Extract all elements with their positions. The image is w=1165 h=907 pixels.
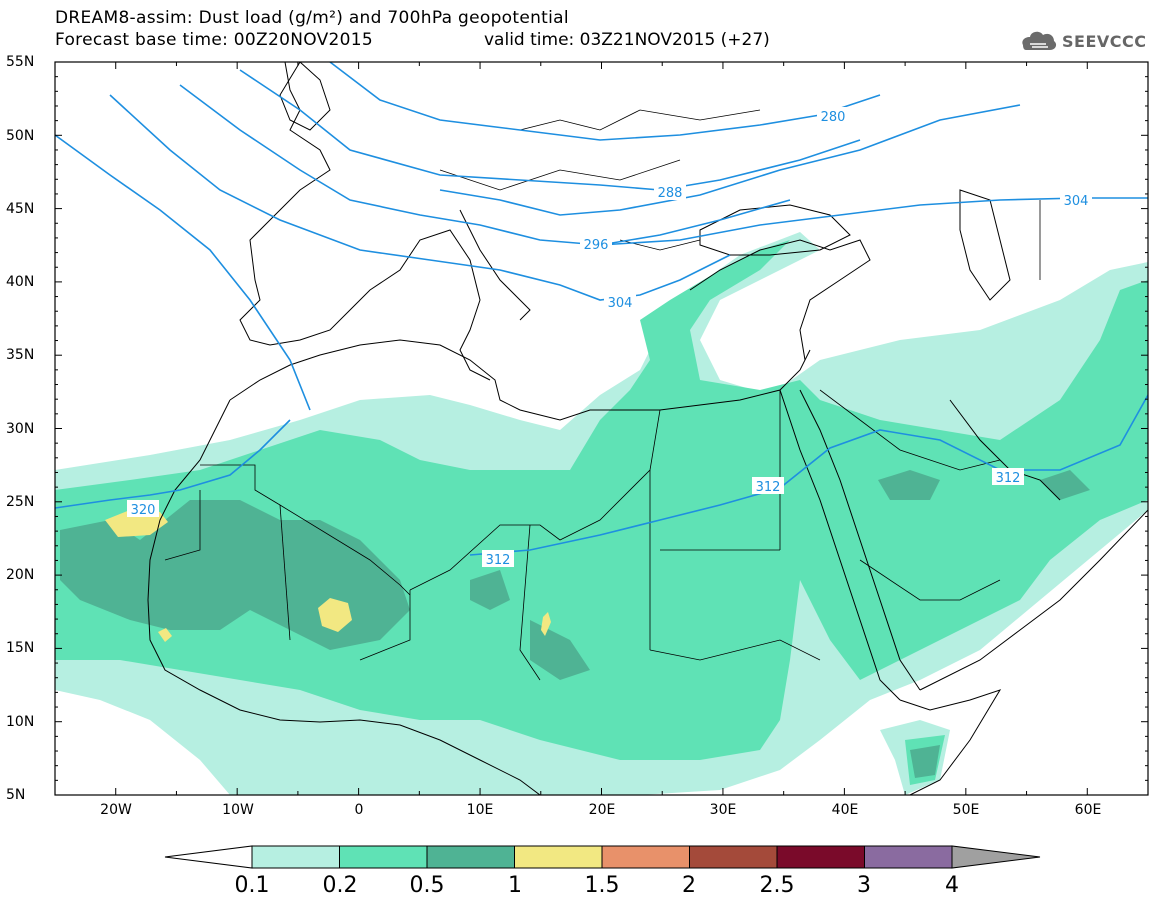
contour-label: 280 [821, 110, 846, 125]
lat-label: 15N [6, 640, 35, 656]
contour-label: 296 [584, 238, 609, 253]
contour-label: 304 [608, 296, 633, 311]
lat-label: 10N [6, 714, 35, 730]
colorbar-label: 2 [682, 873, 696, 898]
lat-label: 40N [6, 274, 35, 290]
lat-label: 50N [6, 128, 35, 144]
contour-label: 312 [486, 553, 511, 568]
lon-label: 20W [100, 802, 132, 818]
lon-label: 0 [354, 802, 364, 818]
logo-text: SEEVCCC [1062, 31, 1147, 51]
contour-label: 312 [756, 480, 781, 495]
axis-ticks [54, 61, 1149, 796]
lon-label: 60E [1074, 802, 1102, 818]
borders [164, 109, 1041, 681]
lat-label: 20N [6, 567, 35, 583]
page-title: DREAM8-assim: Dust load (g/m²) and 700hP… [55, 8, 569, 28]
lon-label: 50E [952, 802, 980, 818]
forecast-base-time: Forecast base time: 00Z20NOV2015 [55, 30, 374, 50]
valid-time: valid time: 03Z21NOV2015 (+27) [484, 30, 770, 50]
lon-label: 40E [831, 802, 859, 818]
colorbar-label: 0.2 [322, 873, 358, 898]
lat-label: 5N [6, 787, 26, 803]
lat-label: 25N [6, 494, 35, 510]
lon-label: 30E [709, 802, 737, 818]
colorbar-label: 0.1 [234, 873, 270, 898]
lon-label: 20E [588, 802, 616, 818]
colorbar-label: 1 [508, 873, 522, 898]
contour-label-group: 280 288 296 304 312 312 312 320 304 [127, 107, 1092, 568]
contour-label: 320 [131, 503, 156, 518]
colorbar-label: 1.5 [584, 873, 620, 898]
lat-label: 35N [6, 347, 35, 363]
contour-label: 312 [996, 471, 1021, 486]
coastlines [147, 62, 1148, 795]
lat-label: 30N [6, 421, 35, 437]
colorbar-label: 2.5 [759, 873, 795, 898]
contour-label: 304 [1064, 194, 1089, 209]
colorbar-label: 0.5 [409, 873, 445, 898]
lat-label: 55N [6, 54, 35, 70]
seevccc-logo: SEEVCCC [1018, 28, 1147, 54]
lon-label: 10W [222, 802, 254, 818]
cloud-icon [1022, 31, 1057, 50]
colorbar-label: 3 [857, 873, 871, 898]
lat-label: 45N [6, 201, 35, 217]
colorbar-label: 4 [945, 873, 959, 898]
lon-label: 10E [466, 802, 494, 818]
contour-label: 288 [658, 186, 683, 201]
